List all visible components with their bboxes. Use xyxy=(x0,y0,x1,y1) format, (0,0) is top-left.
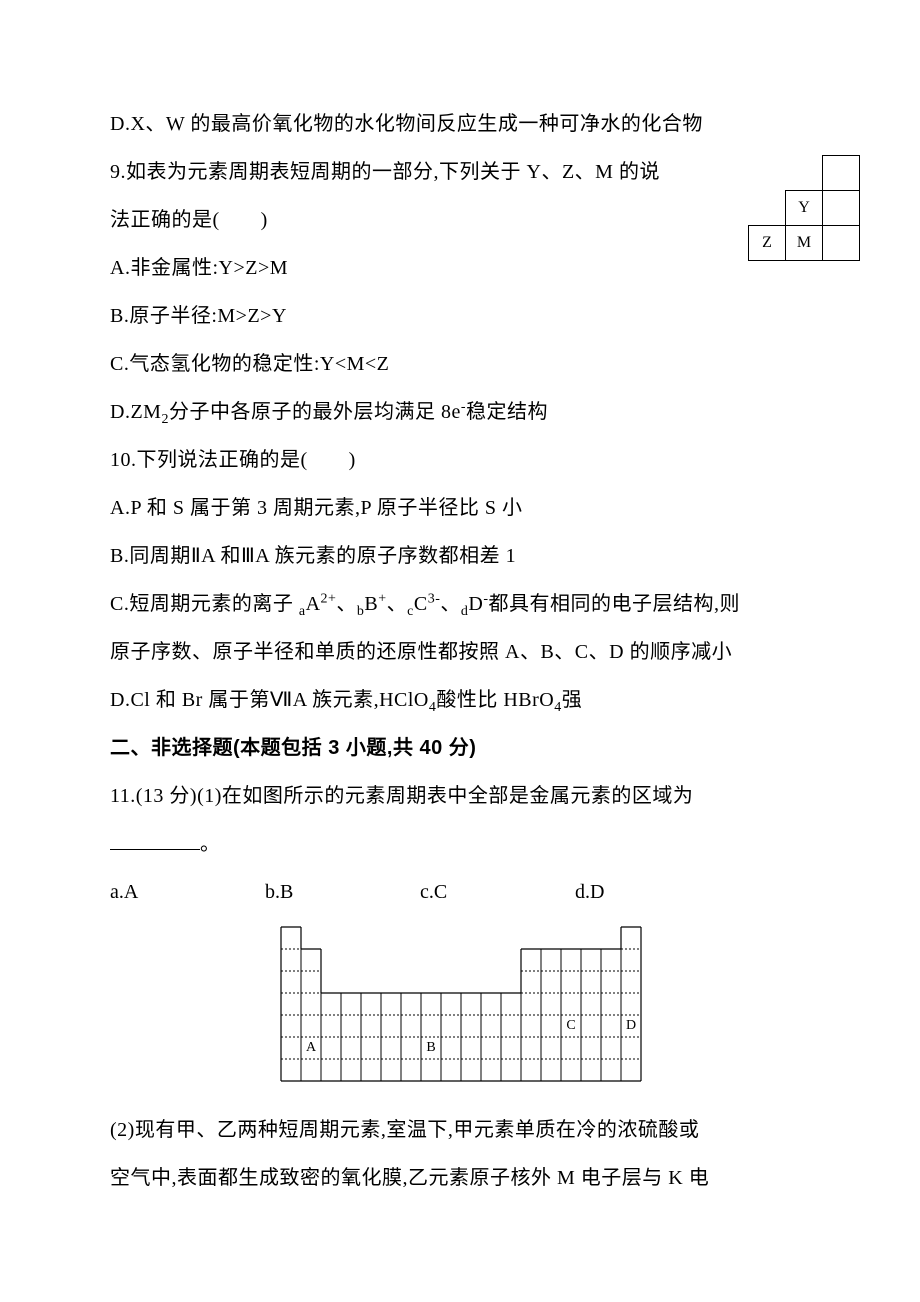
q9-option-b: B.原子半径:M>Z>Y xyxy=(110,292,810,340)
q9-stem-line2: 法正确的是( ) xyxy=(110,196,810,244)
q9-cell-z: Z xyxy=(749,226,786,261)
q11-period: 。 xyxy=(200,833,221,855)
periodic-table-diagram: A B C D xyxy=(280,926,660,1086)
section-2-heading: 二、非选择题(本题包括 3 小题,共 40 分) xyxy=(110,724,810,772)
svg-text:D: D xyxy=(626,1018,636,1033)
q9-cell-y: Y xyxy=(786,191,823,226)
q11-blank-line: 。 xyxy=(110,820,810,868)
q9-option-a: A.非金属性:Y>Z>M xyxy=(110,244,810,292)
svg-text:B: B xyxy=(426,1040,435,1055)
q10-stem: 10.下列说法正确的是( ) xyxy=(110,436,810,484)
svg-text:C: C xyxy=(566,1018,575,1033)
q9-option-d: D.ZM2分子中各原子的最外层均满足 8e-稳定结构 xyxy=(110,388,810,436)
q11-opt-c: c.C xyxy=(420,868,570,916)
q10-option-a: A.P 和 S 属于第 3 周期元素,P 原子半径比 S 小 xyxy=(110,484,810,532)
q10-option-c-line2: 原子序数、原子半径和单质的还原性都按照 A、B、C、D 的顺序减小 xyxy=(110,628,810,676)
q10-option-d: D.Cl 和 Br 属于第ⅦA 族元素,HClO4酸性比 HBrO4强 xyxy=(110,676,810,724)
q10-option-c-line1: C.短周期元素的离子 aA2+、bB+、cC3-、dD-都具有相同的电子层结构,… xyxy=(110,580,810,628)
q11-opt-d: d.D xyxy=(575,868,695,916)
svg-text:A: A xyxy=(306,1040,317,1055)
q10-optc-post: 都具有相同的电子层结构,则 xyxy=(489,593,741,615)
q11-part2-line1: (2)现有甲、乙两种短周期元素,室温下,甲元素单质在冷的浓硫酸或 xyxy=(110,1106,810,1154)
q10-option-b: B.同周期ⅡA 和ⅢA 族元素的原子序数都相差 1 xyxy=(110,532,810,580)
q11-stem: 11.(13 分)(1)在如图所示的元素周期表中全部是金属元素的区域为 xyxy=(110,772,810,820)
q10-optc-pre: C.短周期元素的离子 xyxy=(110,593,299,615)
q11-opt-b: b.B xyxy=(265,868,415,916)
q9-option-c: C.气态氢化物的稳定性:Y<M<Z xyxy=(110,340,810,388)
q9-stem-line1: 9.如表为元素周期表短周期的一部分,下列关于 Y、Z、M 的说 xyxy=(110,148,810,196)
q11-options-row: a.A b.B c.C d.D xyxy=(110,868,810,916)
q11-opt-a: a.A xyxy=(110,868,260,916)
q11-part2-line2: 空气中,表面都生成致密的氧化膜,乙元素原子核外 M 电子层与 K 电 xyxy=(110,1154,810,1202)
q11-answer-blank[interactable] xyxy=(110,827,200,850)
q9-cell-m: M xyxy=(786,226,823,261)
q9-element-grid: Y Z M xyxy=(748,155,860,261)
periodic-table-svg: A B C D xyxy=(280,926,660,1086)
q8-option-d: D.X、W 的最高价氧化物的水化物间反应生成一种可净水的化合物 xyxy=(110,100,810,148)
